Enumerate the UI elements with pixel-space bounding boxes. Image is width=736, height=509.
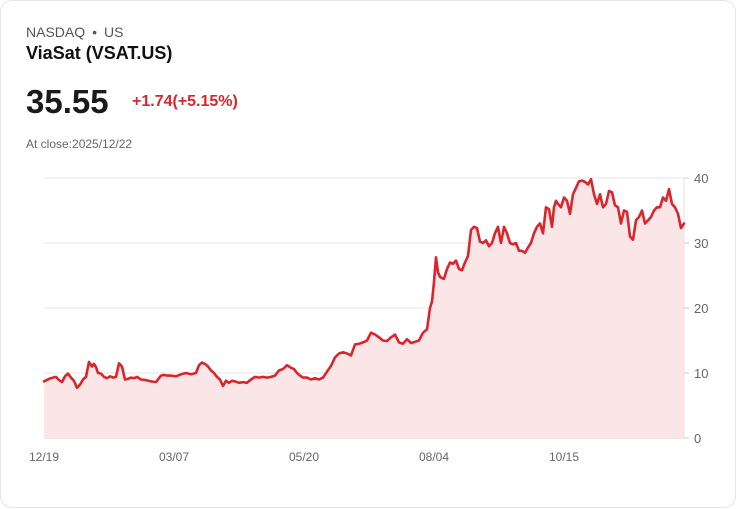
x-tick-label: 12/19	[29, 450, 59, 464]
y-tick-label: 40	[694, 171, 708, 186]
x-tick-label: 05/20	[289, 450, 319, 464]
price-line	[42, 178, 686, 390]
x-tick-label: 10/15	[549, 450, 579, 464]
y-tick-label: 0	[694, 431, 701, 446]
y-tick-label: 20	[694, 301, 708, 316]
exchange-name: NASDAQ	[26, 24, 86, 40]
area-fill	[44, 179, 684, 439]
separator-dot: •	[92, 24, 98, 40]
y-tick-label: 10	[694, 366, 708, 381]
exchange-line: NASDAQ • US	[26, 24, 123, 40]
region: US	[104, 24, 124, 40]
x-tick-label: 03/07	[159, 450, 189, 464]
price-change: +1.74(+5.15%)	[132, 93, 238, 110]
close-timestamp: At close:2025/12/22	[26, 137, 133, 151]
y-tick-label: 30	[694, 236, 708, 251]
stock-title: ViaSat (VSAT.US)	[26, 43, 173, 63]
x-tick-label: 08/04	[419, 450, 449, 464]
current-price: 35.55	[26, 83, 109, 120]
